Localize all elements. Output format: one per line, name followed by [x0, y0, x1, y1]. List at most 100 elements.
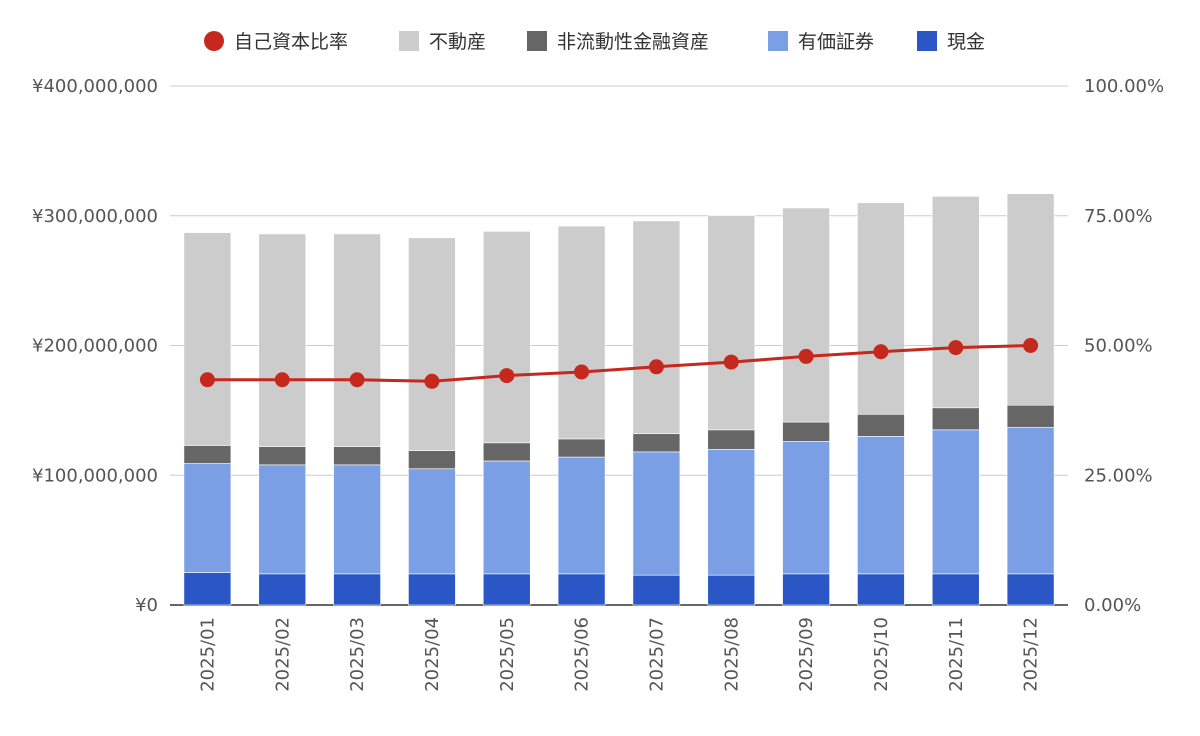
line-series [199, 338, 1039, 389]
bar-segment [333, 573, 381, 606]
legend: 自己資本比率 不動産 非流動性金融資産 有価証券 現金 [204, 31, 985, 53]
bar-segment [1006, 573, 1055, 606]
bar-segment [408, 468, 456, 575]
bar-segment [482, 573, 531, 606]
y-tick-label: ¥0 [135, 595, 158, 616]
x-tick-label: 2025/01 [197, 617, 218, 692]
y2-tick-label: 0.00% [1084, 595, 1141, 616]
bar-segment [258, 464, 307, 575]
bar-segment [931, 573, 980, 606]
x-tick-label: 2025/10 [871, 617, 892, 692]
y2-tick-label: 25.00% [1084, 465, 1153, 486]
bar-segment [707, 429, 756, 450]
bar-stack [931, 195, 980, 606]
legend-label: 現金 [947, 31, 985, 53]
legend-swatch [527, 31, 547, 51]
bar-segment [857, 202, 905, 415]
ratio-point [948, 340, 964, 356]
bar-stack [632, 220, 681, 606]
bar-stack [1006, 193, 1055, 606]
bar-segment [1006, 193, 1055, 406]
bar-segment [258, 573, 307, 606]
bar-segment [482, 460, 531, 575]
bar-segment [632, 433, 681, 453]
x-tick-label: 2025/12 [1021, 617, 1042, 692]
bar-segment [258, 233, 307, 448]
x-tick-label: 2025/05 [497, 617, 518, 692]
bar-segment [707, 574, 756, 606]
bar-segment [557, 456, 606, 575]
bar-segment [857, 573, 905, 606]
legend-swatch [399, 31, 419, 51]
bar-segment [557, 438, 606, 458]
bar-segment [183, 572, 232, 606]
y-axis-right: 0.00% 25.00% 50.00% 75.00% 100.00% [1084, 76, 1164, 616]
ratio-point [349, 372, 365, 388]
bar-stack [408, 237, 456, 606]
y-tick-label: ¥400,000,000 [32, 76, 158, 97]
bar-stack [258, 233, 307, 606]
x-tick-label: 2025/07 [646, 617, 667, 692]
bar-segment [408, 573, 456, 606]
bar-stack [707, 215, 756, 606]
y-tick-label: ¥300,000,000 [32, 206, 158, 227]
bar-segment [183, 445, 232, 464]
bar-stack [857, 202, 905, 606]
legend-label: 不動産 [429, 31, 486, 53]
bar-segment [482, 442, 531, 462]
y-tick-label: ¥200,000,000 [32, 336, 158, 357]
legend-label: 非流動性金融資産 [557, 31, 709, 53]
x-tick-label: 2025/04 [422, 617, 443, 692]
bar-segment [1006, 404, 1055, 428]
ratio-point [574, 364, 590, 380]
bar-segment [333, 464, 381, 575]
legend-label: 自己資本比率 [234, 31, 348, 53]
legend-item: 非流動性金融資産 [527, 31, 709, 53]
bar-segment [408, 237, 456, 451]
bar-segment [931, 407, 980, 431]
legend-swatch [204, 31, 224, 51]
bar-segment [183, 463, 232, 573]
ratio-point [199, 372, 215, 388]
y-axis-left: ¥0 ¥100,000,000 ¥200,000,000 ¥300,000,000 ¥4… [32, 76, 158, 616]
bar-segment [782, 441, 830, 575]
legend-item: 不動産 [399, 31, 486, 53]
bar-stack [482, 231, 531, 606]
bar-segment [632, 574, 681, 606]
bar-stack [333, 233, 381, 606]
y2-tick-label: 75.00% [1084, 206, 1153, 227]
legend-swatch [917, 31, 937, 51]
bar-segment [482, 231, 531, 444]
ratio-point [1023, 338, 1039, 353]
legend-item: 自己資本比率 [204, 31, 348, 53]
bar-stack [782, 207, 830, 606]
bar-segment [408, 450, 456, 470]
ratio-line [207, 344, 1031, 383]
bar-segment [1006, 426, 1055, 575]
bar-segment [557, 225, 606, 440]
bar-segment [782, 573, 830, 606]
bar-segment [782, 207, 830, 423]
grid-lines [170, 85, 1068, 606]
x-tick-label: 2025/09 [796, 617, 817, 692]
bar-series [183, 193, 1055, 606]
x-tick-label: 2025/03 [347, 617, 368, 692]
y-tick-label: ¥100,000,000 [32, 465, 158, 486]
ratio-point [648, 359, 664, 375]
legend-swatch [768, 31, 788, 51]
legend-item: 有価証券 [768, 31, 874, 53]
ratio-point [798, 348, 814, 364]
legend-item: 現金 [917, 31, 985, 53]
bar-segment [707, 215, 756, 431]
ratio-point [499, 368, 515, 384]
bar-segment [931, 429, 980, 575]
ratio-point [424, 373, 440, 389]
bar-stack [183, 232, 232, 606]
bar-segment [931, 195, 980, 409]
x-tick-label: 2025/08 [721, 617, 742, 692]
bar-segment [857, 413, 905, 437]
bar-segment [333, 446, 381, 466]
y2-tick-label: 50.00% [1084, 336, 1153, 357]
x-tick-label: 2025/11 [946, 617, 967, 692]
